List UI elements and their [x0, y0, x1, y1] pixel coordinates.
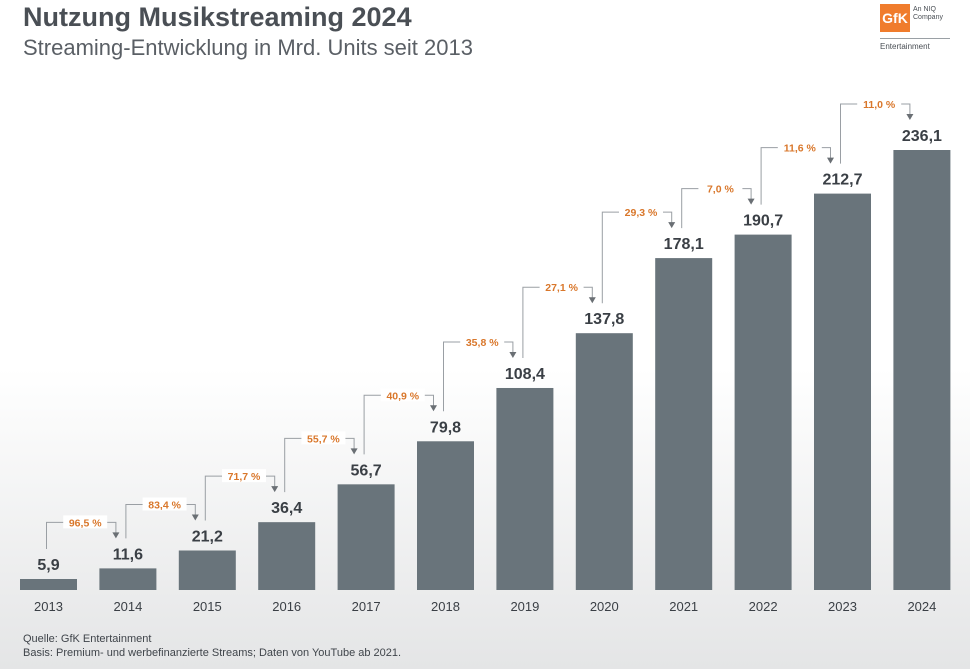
growth-label-2018: 40,9 % — [386, 390, 419, 402]
gfk-logo: GfK An NIQ Company Entertainment — [880, 4, 950, 52]
x-tick-label-2016: 2016 — [272, 599, 301, 614]
growth-label-2014: 96,5 % — [69, 517, 102, 529]
growth-arrow-2023 — [827, 157, 834, 164]
growth-label-2015: 83,4 % — [148, 499, 181, 511]
gfk-logo-line1: An NIQ — [913, 6, 936, 13]
value-label-2022: 190,7 — [743, 213, 783, 230]
value-label-2016: 36,4 — [271, 500, 302, 517]
value-label-2013: 5,9 — [37, 557, 59, 574]
gfk-logo-tagline: An NIQ Company — [913, 6, 943, 22]
growth-label-2021: 29,3 % — [625, 207, 658, 219]
growth-label-2020: 27,1 % — [545, 282, 578, 294]
x-tick-label-2024: 2024 — [907, 599, 936, 614]
x-tick-label-2018: 2018 — [431, 599, 460, 614]
growth-label-2017: 55,7 % — [307, 433, 340, 445]
gfk-logo-rule — [880, 38, 950, 39]
chart-title: Nutzung Musikstreaming 2024 — [23, 2, 412, 32]
x-tick-label-2020: 2020 — [590, 599, 619, 614]
chart-footer: Quelle: GfK Entertainment Basis: Premium… — [23, 632, 401, 660]
growth-arrow-2022 — [747, 198, 755, 205]
growth-arrow-2014 — [112, 532, 120, 539]
gfk-logo-division: Entertainment — [880, 42, 930, 51]
bar-2020 — [575, 333, 633, 590]
x-tick-label-2022: 2022 — [749, 599, 778, 614]
bar-2024 — [893, 150, 951, 590]
growth-label-2024: 11,0 % — [863, 99, 896, 111]
x-tick-label-2021: 2021 — [669, 599, 698, 614]
value-label-2015: 21,2 — [192, 528, 223, 545]
bar-2017 — [337, 484, 395, 590]
value-label-2024: 236,1 — [902, 128, 942, 145]
value-label-2014: 11,6 — [113, 546, 143, 563]
growth-label-bg-2016 — [222, 469, 266, 483]
growth-label-2023: 11,6 % — [784, 143, 817, 155]
growth-label-2016: 71,7 % — [228, 471, 261, 483]
growth-label-bg-2024 — [857, 97, 902, 110]
growth-label-bg-2017 — [301, 431, 346, 445]
growth-label-bg-2018 — [380, 388, 425, 402]
growth-arrow-2018 — [430, 405, 437, 412]
value-label-2023: 212,7 — [822, 172, 862, 189]
bar-2016 — [258, 522, 316, 590]
growth-arrow-2017 — [350, 448, 358, 455]
growth-label-bg-2014 — [63, 515, 108, 529]
growth-label-bg-2015 — [142, 497, 187, 511]
x-tick-label-2023: 2023 — [828, 599, 857, 614]
basis-note: Basis: Premium- und werbefinanzierte Str… — [23, 647, 402, 659]
growth-connector-2017 — [284, 437, 355, 493]
x-tick-label-2014: 2014 — [113, 599, 142, 614]
chart-subtitle: Streaming-Entwicklung in Mrd. Units seit… — [23, 35, 473, 60]
growth-label-2022: 7,0 % — [707, 184, 735, 196]
value-label-2017: 56,7 — [351, 462, 382, 479]
growth-label-2019: 35,8 % — [466, 337, 499, 349]
growth-arrow-2015 — [191, 514, 199, 521]
growth-label-bg-2023 — [777, 140, 822, 154]
growth-arrow-2021 — [668, 222, 676, 229]
gfk-logo-mark: GfK — [880, 4, 910, 32]
growth-label-bg-2019 — [460, 334, 505, 348]
x-tick-label-2019: 2019 — [510, 599, 539, 614]
bar-2023 — [814, 193, 871, 590]
growth-arrow-2019 — [509, 351, 517, 358]
bar-2021 — [655, 258, 713, 590]
bar-2019 — [496, 387, 554, 590]
value-label-2018: 79,8 — [430, 419, 461, 436]
x-tick-label-2015: 2015 — [193, 599, 222, 614]
bar-2013 — [20, 579, 77, 590]
x-tick-label-2013: 2013 — [34, 599, 63, 614]
x-tick-label-2017: 2017 — [352, 599, 381, 614]
growth-arrow-2020 — [588, 297, 596, 304]
bar-2015 — [178, 550, 236, 590]
bar-2022 — [734, 234, 792, 590]
bar-2018 — [417, 441, 474, 590]
growth-label-bg-2021 — [619, 205, 663, 219]
growth-label-bg-2022 — [698, 181, 743, 195]
growth-arrow-2024 — [906, 114, 914, 120]
value-label-2021: 178,1 — [664, 236, 704, 253]
source-note: Quelle: GfK Entertainment — [23, 633, 152, 645]
value-label-2020: 137,8 — [584, 311, 624, 328]
gfk-logo-line2: Company — [913, 14, 943, 21]
bar-2014 — [99, 568, 157, 590]
growth-arrow-2016 — [271, 486, 279, 493]
value-label-2019: 108,4 — [505, 366, 545, 383]
growth-label-bg-2020 — [539, 280, 584, 294]
